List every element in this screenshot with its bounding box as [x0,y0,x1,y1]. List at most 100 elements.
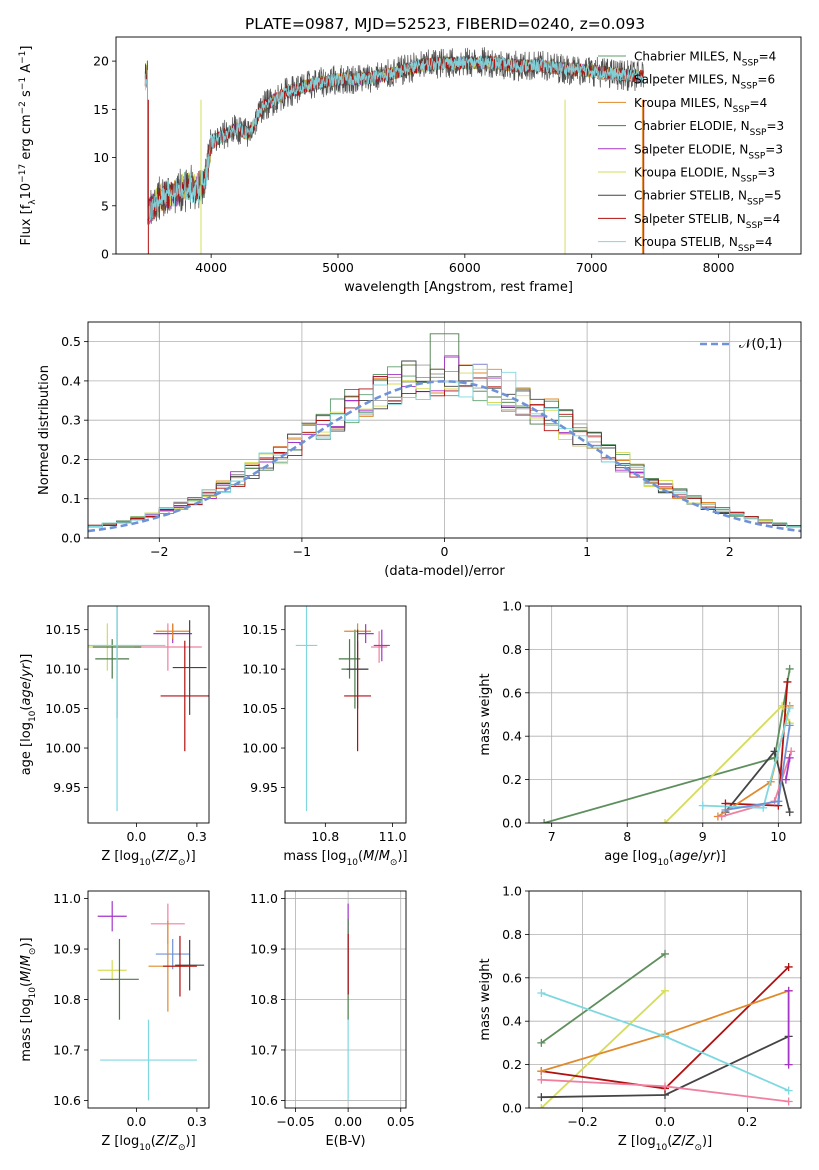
mass_vs_Z-ylabel: mass [log10(M/M⊙)] [19,937,38,1061]
spectrum-ytick-label: 0 [101,247,109,262]
age_vs_Z-ylabel: age [log10(age/yr)] [19,654,38,776]
weight_vs_age-ytick-label: 0.2 [502,772,522,787]
mass_vs_Z-ylabel-part: M [19,971,34,982]
age_vs_Z-xlabel-part: ⊙ [178,858,186,868]
spectrum-ylabel-part: erg cm [19,114,34,163]
mass_vs_ebv-xtick-label: 0.00 [334,1114,362,1129]
mass_vs_Z-ylabel-part: M [19,955,34,966]
weight-marker [759,803,768,812]
weight-marker [784,962,793,971]
weight-series [781,753,794,784]
weight-series [537,988,793,1095]
weight-marker [784,1097,793,1106]
weight_vs_Z-ytick-label: 0.4 [502,1014,522,1029]
weight_vs_Z-plot-area [537,949,793,1108]
mass_vs_Z-ylabel-part: )] [19,937,34,947]
weight-marker [540,819,549,823]
legend-label: Chabrier STELIB, NSSP=5 [634,189,782,208]
mass_vs_Z-xlabel-part: )] [186,1134,196,1149]
legend-sub: SSP [748,151,765,161]
data-point [338,639,361,679]
mass_vs_Z-xtick-label: 0.0 [126,1114,146,1129]
weight-vs-z-panel: −0.2 0.0 0.20.00.20.40.60.81.0Z [log10(Z/Z… [478,884,802,1153]
age_vs_Z-ylabel-part: age [19,681,34,705]
residuals-ylabel: Normed distribution [37,365,52,495]
data-point [373,629,390,662]
weight-marker [784,986,793,995]
legend-value: =3 [765,142,783,156]
legend-sub: SSP [741,82,758,92]
weight_vs_age-xlabel-part: yr [702,849,718,864]
weight-series [537,1075,793,1106]
legend-sub: SSP [750,128,767,138]
age_vs_Z-ylabel-part: ( [19,706,34,711]
legend-name: Salpeter ELODIE, N [634,142,748,156]
weight_vs_Z-ytick-label: 0.0 [502,1101,522,1116]
legend-label: Kroupa STELIB, NSSP=4 [634,235,772,254]
spectrum-plot-area [144,47,645,254]
weight_vs_age-plot-area [540,664,796,823]
spectrum-xtick-label: 8000 [703,260,735,275]
weight-marker [781,775,790,784]
spectrum-ytick-label: 5 [101,198,109,213]
age_vs_Z-ticks: 0.0 0.3 9.95 10.00 10.05 10.10 10.15 [45,622,207,844]
weight_vs_age-ylabel: mass weight [478,673,493,755]
spectrum-ytick-label: 15 [93,102,109,117]
spectrum-ylabel-part: λ [28,199,38,205]
weight_vs_age-frame [528,605,802,824]
legend-value: =4 [763,212,781,226]
age_vs_mass-xtick-label: 11.0 [379,829,407,844]
mass_vs_ebv-ytick-label: 10.9 [250,942,278,957]
spectrum-ticks: 4000 5000 6000 7000 8000 0 5 10 15 20 [93,54,734,275]
mass_vs_ebv-frame [284,890,407,1109]
residuals-xtick-label: −1 [293,544,311,559]
normal-reference-curve [88,379,801,533]
legend-name: Chabrier ELODIE, N [634,119,750,133]
spectrum-frame [115,36,802,255]
age_vs_Z-xlabel-part: Z [168,849,179,864]
legend-name: Salpeter MILES, N [634,73,741,87]
age_vs_mass-ytick-label: 10.05 [242,701,278,716]
weight_vs_age-xtick-label: 7 [548,829,556,844]
age_vs_mass-xlabel-part: 10 [347,858,359,868]
age-vs-mass-panel: 10.8 11.0 9.95 10.00 10.05 10.10 10.15 mass [lo… [242,605,408,868]
weight_vs_Z-ytick-label: 0.8 [502,927,522,942]
age_vs_Z-xlabel-part: ( [151,849,156,864]
age_vs_Z-ylabel-part: yr [19,662,34,678]
mass_vs_Z-ylabel-part: / [19,966,34,971]
spectrum-xtick-label: 7000 [576,260,608,275]
age_vs_mass-xlabel-part: )] [397,849,407,864]
age_vs_Z-ytick-label: 9.95 [53,780,81,795]
weight_vs_age-xlabel-part: age [674,849,698,864]
weight-marker [787,747,796,756]
spectrum-ylabel-part: 10 [19,183,34,200]
weight-line [725,725,791,811]
residuals-grid [88,322,801,539]
weight_vs_age-ticks: 7 8 9 10 0.0 0.2 0.4 0.6 0.8 1.0 [502,599,786,845]
weight_vs_Z-ticks: −0.2 0.0 0.2 0.0 0.2 0.4 0.6 0.8 1.0 [502,884,757,1130]
mass_vs_ebv-xtick-label: 0.05 [387,1114,415,1129]
legend-label: Salpeter STELIB, NSSP=4 [634,212,780,231]
age_vs_Z-xlabel-part: / [165,849,170,864]
weight-marker [770,747,779,756]
mass_vs_Z-xlabel-part: Z [155,1134,166,1149]
figure-title: PLATE=0987, MJD=52523, FIBERID=0240, z=0… [245,15,645,33]
weight_vs_Z-xlabel-part: ( [667,1134,672,1149]
weight-line [540,990,666,1108]
weight-series [784,986,793,1069]
mass_vs_Z-xlabel-part: ⊙ [178,1143,186,1153]
weight-marker [537,1104,546,1108]
weight_vs_Z-xlabel-part: Z [671,1134,682,1149]
legend-sub: SSP [738,244,755,254]
legend-value: =5 [764,189,782,203]
spectrum-ylabel-part: Flux [f [19,204,34,245]
weight-line [540,953,666,1044]
weight_vs_age-ylabel-part: mass weight [478,673,493,755]
legend-name: Salpeter STELIB, N [634,212,746,226]
mass_vs_Z-ticks: 0.0 0.3 10.6 10.7 10.8 10.9 11.0 [53,891,207,1129]
weight_vs_Z-ytick-label: 0.2 [502,1057,522,1072]
weight_vs_Z-ytick-label: 1.0 [502,884,522,899]
data-point [100,1019,197,1101]
residuals-xtick-label: 1 [583,544,591,559]
